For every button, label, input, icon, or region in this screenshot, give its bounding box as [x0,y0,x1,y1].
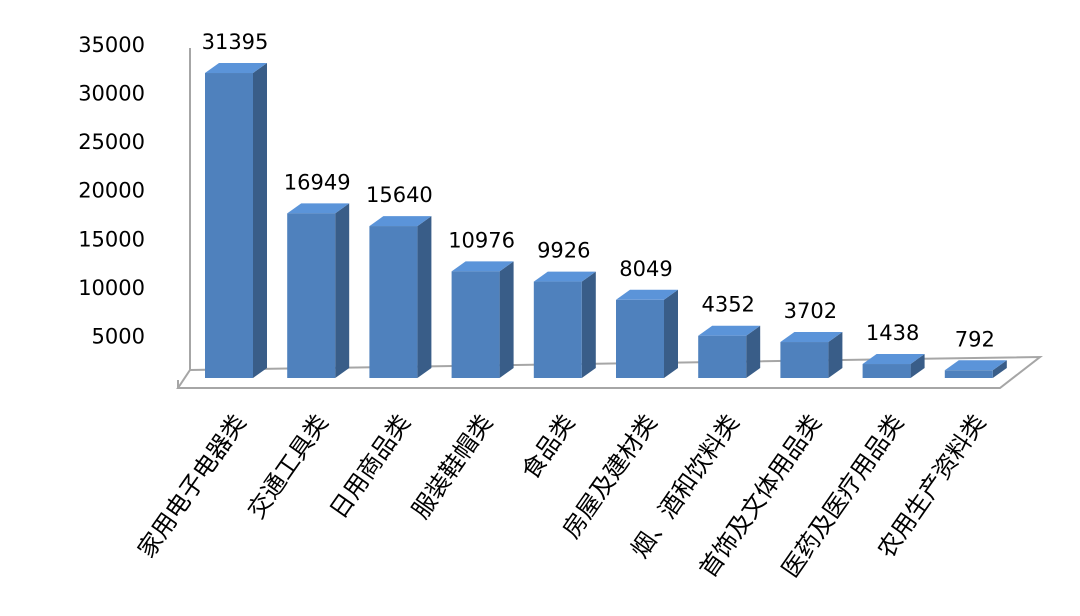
bar-top [616,289,678,300]
bar-side [910,354,925,378]
y-tick-label: 5000 [92,324,145,348]
bar [944,370,993,378]
value-label: 10976 [448,228,515,252]
bar-side [253,63,267,379]
value-label: 31395 [202,30,269,54]
bar-top [287,203,350,214]
bar [698,335,747,378]
bar-side [828,332,843,378]
bar-top [780,332,843,343]
y-tick-label: 10000 [78,276,145,300]
y-tick-label: 15000 [78,227,145,251]
x-tick-label: 日用商品类 [324,409,416,523]
bar-top [862,354,925,365]
value-label: 9926 [537,239,590,263]
y-tick-label: 25000 [78,130,145,154]
value-label: 1438 [866,321,919,345]
bar [451,271,500,378]
bar-top [451,261,514,272]
bar [616,299,664,378]
x-tick-label: 服装鞋帽类 [406,409,498,523]
bar-side [992,360,1007,378]
value-label: 16949 [284,170,351,194]
value-label: 4352 [701,293,754,317]
y-tick-label: 35000 [78,33,145,57]
value-label: 8049 [619,257,672,281]
x-tick-label: 家用电子电器类 [132,409,251,563]
bar [287,213,336,378]
bar-side [746,325,761,378]
bar [533,281,582,378]
bar-top [944,360,1007,371]
x-tick-label: 交通工具类 [242,409,334,523]
bar-side [417,216,432,378]
bar [369,226,418,378]
bar-top [533,271,596,282]
value-label: 792 [955,327,995,351]
bar-top [698,325,761,336]
y-tick-label: 20000 [78,179,145,203]
x-tick-label: 食品类 [516,409,580,484]
y-tick-label: 30000 [78,82,145,106]
bar-side [581,271,596,378]
bar-side [664,289,678,378]
value-label: 3702 [784,299,837,323]
bar-top [369,216,432,227]
bar [862,364,911,378]
bar-side [335,203,350,378]
bar-top [205,63,267,74]
bar-side [499,261,514,378]
bar [780,342,829,378]
bar [205,73,253,379]
value-label: 15640 [366,183,433,207]
